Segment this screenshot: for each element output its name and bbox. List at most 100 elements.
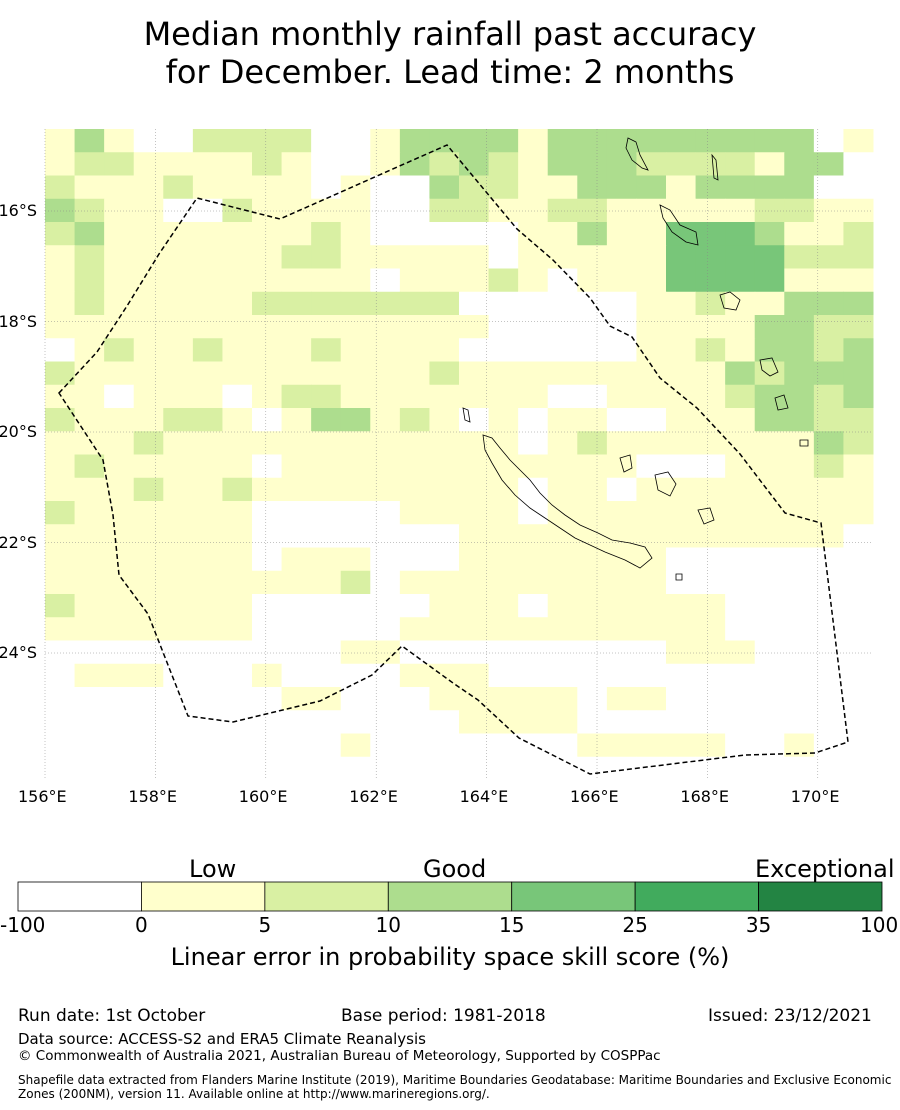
grid-cell — [311, 291, 342, 316]
grid-cell — [459, 710, 490, 734]
grid-cell — [636, 361, 667, 386]
grid-cell — [666, 687, 697, 711]
grid-cell — [488, 756, 519, 781]
grid-cell — [311, 524, 342, 548]
grid-cell — [340, 501, 371, 525]
grid-cell — [192, 245, 223, 269]
grid-cell — [459, 570, 490, 595]
grid-cell — [577, 570, 608, 595]
grid-cell — [74, 710, 105, 734]
grid-cell — [104, 315, 135, 339]
grid-cell — [281, 431, 312, 455]
data-source: Data source: ACCESS-S2 and ERA5 Climate … — [18, 1030, 426, 1048]
grid-cell — [222, 501, 253, 525]
grid-cell — [843, 663, 874, 688]
grid-cell — [725, 733, 756, 758]
grid-cell — [813, 547, 844, 572]
grid-cell — [725, 222, 756, 246]
grid-cell — [74, 663, 105, 688]
grid-cell — [577, 408, 608, 432]
grid-cell — [281, 222, 312, 246]
grid-cell — [488, 640, 519, 665]
colorbar-tick-label: 25 — [622, 913, 648, 937]
graticule — [44, 129, 873, 780]
grid-cell — [222, 268, 253, 293]
grid-cell — [843, 361, 874, 386]
grid-cell — [429, 245, 460, 269]
grid-cell — [370, 594, 401, 618]
grid-cell — [459, 594, 490, 618]
grid-cell — [784, 384, 815, 409]
longitude-tick-label: 164°E — [459, 787, 509, 806]
grid-cell — [754, 501, 785, 525]
grid-cell — [843, 570, 874, 595]
grid-cell — [754, 547, 785, 572]
grid-cell — [754, 454, 785, 479]
grid-cell — [518, 152, 549, 176]
grid-cell — [370, 687, 401, 711]
grid-cell — [163, 129, 194, 153]
grid-cell — [340, 733, 371, 758]
grid-cell — [518, 175, 549, 200]
latitude-tick-label: 24°S — [0, 643, 37, 662]
grid-cell — [281, 524, 312, 548]
colorbar-tick-label: 5 — [258, 913, 272, 937]
grid-cell — [74, 198, 105, 223]
grid-cell — [399, 663, 430, 688]
grid-cell — [252, 547, 283, 572]
grid-cell — [311, 222, 342, 246]
grid-cell — [725, 594, 756, 618]
grid-cell — [74, 384, 105, 409]
grid-cell — [192, 454, 223, 479]
grid-cell — [104, 547, 135, 572]
grid-cell — [636, 454, 667, 479]
grid-cell — [784, 687, 815, 711]
grid-cell — [370, 524, 401, 548]
grid-cell — [252, 152, 283, 176]
grid-cell — [252, 268, 283, 293]
grid-cell — [163, 198, 194, 223]
grid-cell — [488, 501, 519, 525]
grid-cell — [311, 454, 342, 479]
grid-cell — [636, 687, 667, 711]
grid-cell — [518, 198, 549, 223]
grid-cell — [45, 198, 76, 223]
grid-cell — [340, 291, 371, 316]
grid-cell — [399, 222, 430, 246]
grid-cell — [636, 198, 667, 223]
grid-cell — [74, 338, 105, 362]
coastline-vanuatu-efate — [719, 291, 741, 311]
grid-cell — [311, 245, 342, 269]
grid-cell — [222, 687, 253, 711]
grid-cell — [163, 663, 194, 688]
grid-cell — [192, 501, 223, 525]
grid-cell — [606, 617, 637, 641]
grid-cell — [547, 361, 578, 386]
grid-cell — [399, 524, 430, 548]
grid-cell — [518, 222, 549, 246]
grid-cell — [518, 501, 549, 525]
grid-cell — [281, 291, 312, 316]
issued-date: Issued: 23/12/2021 — [708, 1006, 872, 1026]
grid-cell — [488, 710, 519, 734]
longitude-tick-label: 156°E — [18, 787, 67, 806]
grid-cell — [104, 175, 135, 200]
grid-cell — [518, 547, 549, 572]
grid-cell — [104, 733, 135, 758]
copyright: © Commonwealth of Australia 2021, Austra… — [18, 1048, 661, 1064]
grid-cell — [843, 222, 874, 246]
grid-cell — [429, 733, 460, 758]
grid-cell — [843, 756, 874, 781]
grid-cell — [636, 710, 667, 734]
grid-cell — [163, 245, 194, 269]
grid-cell — [813, 594, 844, 618]
longitude-tick-label: 166°E — [570, 787, 619, 806]
grid-cell — [784, 431, 815, 455]
grid-cell — [606, 175, 637, 200]
colorbar-heading-exceptional: Exceptional — [755, 855, 895, 883]
grid-cell — [370, 338, 401, 362]
grid-cell — [45, 617, 76, 641]
grid-cell — [547, 175, 578, 200]
grid-cell — [666, 268, 697, 293]
grid-cell — [104, 594, 135, 618]
